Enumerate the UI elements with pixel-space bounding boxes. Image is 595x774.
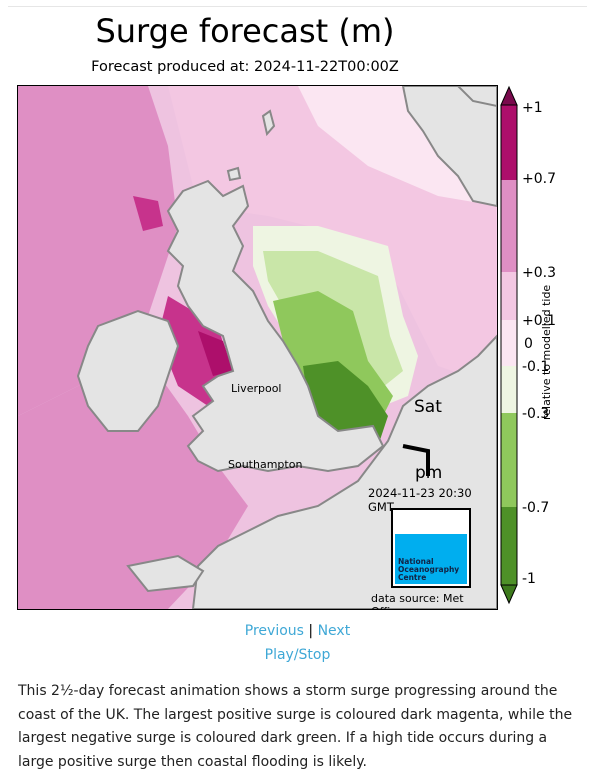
period-label: pm — [415, 463, 443, 483]
noc-logo: National Oceanography Centre — [391, 508, 471, 588]
surge-map: Liverpool Southampton Sat pm 2024-11-23 … — [17, 85, 498, 610]
colorbar-tick: -1 — [522, 571, 536, 587]
colorbar-band-pink — [501, 180, 517, 272]
play-stop-row: Play/Stop — [0, 647, 595, 663]
noc-logo-text: National Oceanography Centre — [398, 557, 460, 582]
colorbar-band-light-pink — [501, 272, 517, 320]
colorbar-band-pale-pink — [501, 320, 517, 366]
data-source-label: data source: Met Office — [371, 592, 464, 609]
colorbar-tick: +0.1 — [522, 313, 556, 329]
great-britain — [166, 179, 385, 473]
forecast-produced-label: Forecast produced at: 2024-11-22T00:00Z — [91, 59, 399, 75]
colorbar-tick: +0.7 — [522, 171, 556, 187]
magenta-surge-hebrides — [133, 196, 163, 231]
scandinavia — [401, 86, 497, 208]
surge-map-graphic — [18, 86, 497, 609]
colorbar-tick: 0 — [524, 336, 533, 352]
colorbar-tick: +0.3 — [522, 265, 556, 281]
colorbar-tick: -0.3 — [522, 406, 550, 422]
shetland — [261, 109, 276, 137]
colorbar-band-dark-magenta — [501, 105, 517, 180]
city-label-southampton: Southampton — [228, 458, 303, 471]
top-divider — [8, 6, 587, 7]
colorbar-axis-label: relative to modelled tide — [540, 284, 553, 420]
link-separator: | — [308, 623, 314, 639]
dark-magenta-surge — [198, 331, 233, 376]
play-stop-link[interactable]: Play/Stop — [264, 647, 331, 663]
pink-surge-southwest — [18, 346, 248, 609]
colorbar-top-arrow — [500, 85, 518, 106]
day-label: Sat — [414, 397, 442, 417]
colorbar-band-dark-green — [501, 507, 517, 585]
surge-colorbar — [500, 85, 518, 605]
page-title: Surge forecast (m) — [95, 12, 395, 50]
colorbar-band-green — [501, 413, 517, 507]
orkney — [226, 166, 242, 182]
colorbar-band-pale-green — [501, 366, 517, 413]
forecast-timestamp: 2024-11-23 20:30 GMT — [368, 486, 472, 514]
colorbar-bottom-arrow — [500, 584, 518, 605]
ireland — [76, 309, 180, 432]
colorbar-tick: +1 — [522, 100, 543, 116]
city-label-liverpool: Liverpool — [231, 382, 282, 395]
description-text: This 2½-day forecast animation shows a s… — [18, 683, 573, 770]
wind-arrow-icon — [402, 444, 430, 476]
scandinavia-north — [456, 86, 497, 108]
land-masses — [76, 86, 497, 609]
colorbar-tick: -0.1 — [522, 359, 550, 375]
previous-link[interactable]: Previous — [244, 623, 304, 639]
colorbar-tick: -0.7 — [522, 500, 550, 516]
next-link[interactable]: Next — [317, 623, 351, 639]
brittany — [126, 554, 205, 593]
noc-logo-blue-panel — [395, 534, 467, 584]
prev-next-links: Previous | Next — [0, 623, 595, 639]
